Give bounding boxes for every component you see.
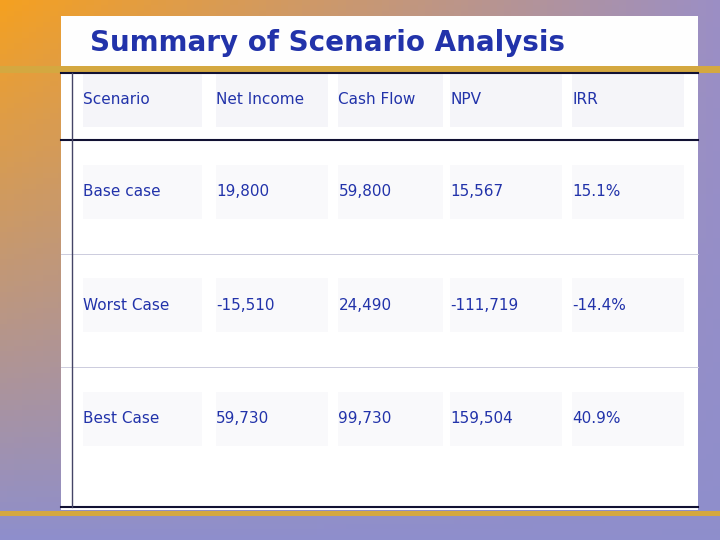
FancyBboxPatch shape: [216, 392, 328, 446]
Text: 99,730: 99,730: [338, 411, 392, 426]
FancyBboxPatch shape: [572, 392, 684, 446]
Text: 159,504: 159,504: [450, 411, 513, 426]
Text: Best Case: Best Case: [83, 411, 159, 426]
Text: 19,800: 19,800: [216, 184, 269, 199]
FancyBboxPatch shape: [216, 165, 328, 219]
FancyBboxPatch shape: [83, 73, 202, 127]
Text: Base case: Base case: [83, 184, 161, 199]
FancyBboxPatch shape: [450, 278, 562, 332]
FancyBboxPatch shape: [216, 73, 328, 127]
Text: Net Income: Net Income: [216, 92, 304, 107]
FancyBboxPatch shape: [83, 278, 202, 332]
Text: 59,730: 59,730: [216, 411, 269, 426]
FancyBboxPatch shape: [338, 73, 443, 127]
FancyBboxPatch shape: [83, 165, 202, 219]
FancyBboxPatch shape: [338, 278, 443, 332]
FancyBboxPatch shape: [216, 278, 328, 332]
FancyBboxPatch shape: [338, 165, 443, 219]
FancyBboxPatch shape: [0, 66, 720, 73]
Text: Cash Flow: Cash Flow: [338, 92, 415, 107]
Text: -15,510: -15,510: [216, 298, 274, 313]
Text: 59,800: 59,800: [338, 184, 392, 199]
Text: -14.4%: -14.4%: [572, 298, 626, 313]
FancyBboxPatch shape: [61, 16, 698, 73]
FancyBboxPatch shape: [572, 278, 684, 332]
Text: 15.1%: 15.1%: [572, 184, 621, 199]
FancyBboxPatch shape: [338, 392, 443, 446]
Text: 15,567: 15,567: [450, 184, 503, 199]
FancyBboxPatch shape: [0, 511, 720, 516]
FancyBboxPatch shape: [572, 165, 684, 219]
FancyBboxPatch shape: [61, 73, 698, 510]
FancyBboxPatch shape: [572, 73, 684, 127]
Text: Summary of Scenario Analysis: Summary of Scenario Analysis: [90, 29, 565, 57]
Text: IRR: IRR: [572, 92, 598, 107]
FancyBboxPatch shape: [450, 73, 562, 127]
FancyBboxPatch shape: [450, 392, 562, 446]
FancyBboxPatch shape: [450, 165, 562, 219]
Text: NPV: NPV: [450, 92, 481, 107]
Text: 40.9%: 40.9%: [572, 411, 621, 426]
Text: Scenario: Scenario: [83, 92, 150, 107]
FancyBboxPatch shape: [83, 392, 202, 446]
Text: -111,719: -111,719: [450, 298, 518, 313]
Text: Worst Case: Worst Case: [83, 298, 169, 313]
Text: 24,490: 24,490: [338, 298, 392, 313]
